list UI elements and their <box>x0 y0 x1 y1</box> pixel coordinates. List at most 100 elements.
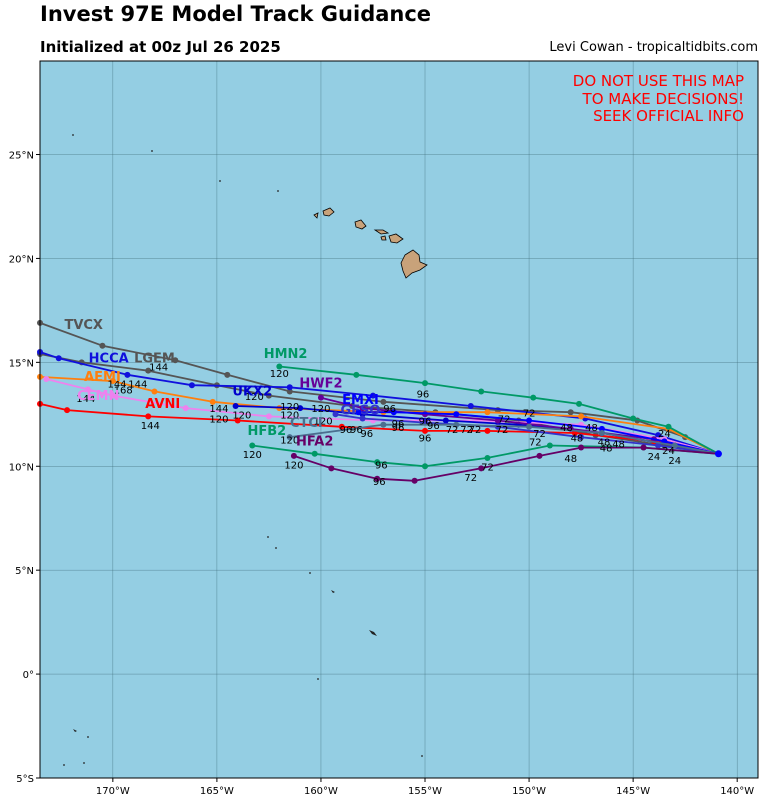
atoll-small-2 <box>331 590 335 593</box>
track-point-aemi <box>209 398 216 405</box>
track-point-hfb2 <box>422 463 429 470</box>
island-molokai <box>373 229 390 235</box>
track-point-hwf2 <box>317 394 324 401</box>
track-point-emxi <box>598 425 605 432</box>
forecast-hour-label: 144 <box>107 379 126 390</box>
island-kauai <box>322 207 335 217</box>
forecast-hour-label: 120 <box>280 402 299 413</box>
forecast-hour-label: 48 <box>571 433 584 444</box>
lon-tick-label: 155°W <box>408 786 442 797</box>
track-point-hfa2 <box>290 452 297 459</box>
track-point-lgem <box>145 367 152 374</box>
forecast-hour-label: 24 <box>668 456 681 467</box>
track-point-hfb2 <box>374 459 381 466</box>
forecast-hour-label: 72 <box>460 425 473 436</box>
forecast-hour-label: 48 <box>560 423 573 434</box>
model-label-ctci: CTCI <box>290 416 323 431</box>
track-point-ctci <box>380 421 387 428</box>
forecast-hour-label: 144 <box>76 394 95 405</box>
lat-tick-label: 0° <box>23 670 34 681</box>
atoll-small-3 <box>73 729 77 732</box>
track-point-hfb2 <box>484 454 491 461</box>
forecast-hour-label: 96 <box>392 419 405 430</box>
model-label-aemi: AEMI <box>84 370 121 385</box>
track-point-gfso <box>578 434 585 441</box>
track-point-hmn2 <box>422 380 429 387</box>
track-point-cemn <box>265 413 272 420</box>
forecast-hour-label: 48 <box>598 437 611 448</box>
track-point-gfso <box>359 415 366 422</box>
forecast-hour-label: 72 <box>529 437 542 448</box>
track-point-ctci <box>286 434 293 441</box>
track-point-ctci <box>671 442 678 449</box>
track-point-hfb2 <box>249 442 256 449</box>
track-point-ctci <box>598 430 605 437</box>
model-label-emxi: EMXI <box>342 393 379 408</box>
track-point-hmn2 <box>276 363 283 370</box>
track-point-hwf2 <box>494 417 501 424</box>
lat-tick-label: 5°S <box>16 774 34 785</box>
island-speck <box>309 572 311 574</box>
track-point-tvcx <box>172 357 179 364</box>
forecast-hour-label: 96 <box>419 433 432 444</box>
warning-line-1: DO NOT USE THIS MAP <box>573 72 744 90</box>
track-point-emxi <box>526 417 533 424</box>
forecast-hour-label: 144 <box>149 363 168 374</box>
map-frame <box>39 60 759 779</box>
forecast-hour-label: 120 <box>243 450 262 461</box>
credit-text: Levi Cowan - tropicaltidbits.com <box>549 40 758 55</box>
track-point-emxi <box>453 411 460 418</box>
track-point-avni <box>484 427 491 434</box>
track-point-tvcx <box>380 398 387 405</box>
warning-line-3: SEEK OFFICIAL INFO <box>593 107 744 125</box>
track-point-hfa2 <box>411 477 418 484</box>
track-point-hmn2 <box>630 415 637 422</box>
track-line-cemn <box>45 378 719 455</box>
island-speck <box>151 150 153 152</box>
forecast-hour-label: 48 <box>612 440 625 451</box>
track-point-hcca <box>467 402 474 409</box>
island-speck <box>83 762 85 764</box>
track-point-cemn <box>182 405 189 412</box>
island-speck <box>421 755 423 757</box>
lon-tick-label: 150°W <box>512 786 546 797</box>
lat-tick-label: 15°N <box>9 358 34 369</box>
track-point-ukx2 <box>232 402 239 409</box>
warning-box: DO NOT USE THIS MAP TO MAKE DECISIONS! S… <box>573 72 744 125</box>
track-point-aemi <box>484 409 491 416</box>
track-point-hfa2 <box>478 465 485 472</box>
track-point-tvcx <box>567 409 574 416</box>
lat-tick-label: 5°N <box>15 566 34 577</box>
forecast-hour-label: 96 <box>419 417 432 428</box>
island-lanai <box>380 235 387 241</box>
forecast-hour-label: 72 <box>446 425 459 436</box>
forecast-hour-label: 96 <box>350 425 363 436</box>
forecast-hour-label: 48 <box>600 444 613 455</box>
land-masses <box>73 207 428 732</box>
model-label-hmn2: HMN2 <box>264 347 308 362</box>
forecast-hour-label: 96 <box>373 477 386 488</box>
forecast-hour-label: 96 <box>427 421 440 432</box>
track-point-hmn2 <box>353 371 360 378</box>
forecast-hour-label: 72 <box>523 408 536 419</box>
track-point-hfb2 <box>311 450 318 457</box>
model-label-hfa2: HFA2 <box>296 434 333 449</box>
forecast-hour-label: 96 <box>375 460 388 471</box>
track-point-hcca <box>655 432 662 439</box>
track-point-cemn <box>43 375 50 382</box>
track-point-hcca <box>188 382 195 389</box>
track-point-hcca <box>55 355 62 362</box>
island-speck <box>277 190 279 192</box>
forecast-hour-label: 96 <box>392 423 405 434</box>
track-point-avni <box>64 407 71 414</box>
track-point-cemn <box>84 386 91 393</box>
lat-tick-label: 10°N <box>9 462 34 473</box>
track-point-hcca <box>286 384 293 391</box>
forecast-hour-label: 120 <box>245 392 264 403</box>
model-label-gfso: GFSO <box>341 403 381 418</box>
forecast-hour-label: 120 <box>311 404 330 415</box>
forecast-hour-label: 96 <box>360 429 373 440</box>
island-niihau <box>313 212 319 219</box>
